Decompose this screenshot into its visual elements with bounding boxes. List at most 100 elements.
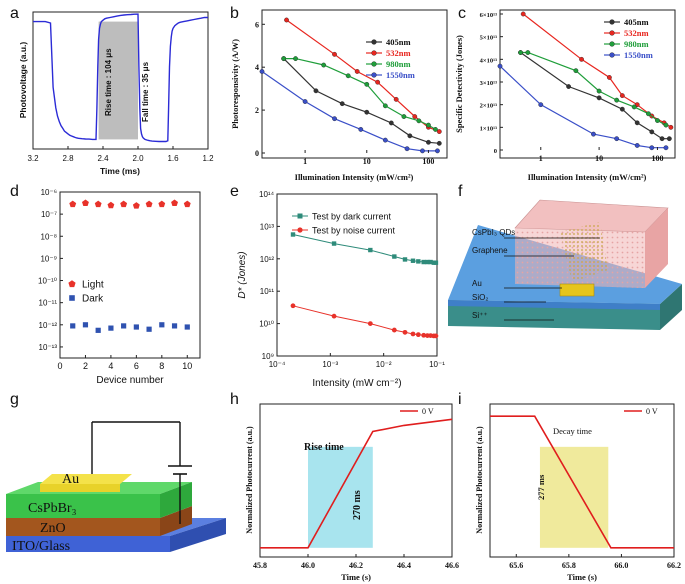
panel-e-series-line	[292, 234, 436, 264]
panel-c-point-405nm	[596, 95, 602, 101]
panel-b-point-532nm	[284, 17, 289, 23]
panel-h-series-line	[260, 418, 453, 549]
panel-b-legend-marker-405nm	[371, 39, 377, 45]
panel-b-point-980nm	[433, 127, 438, 132]
panel-i-series-line	[490, 415, 674, 549]
panel-i-decay-value: 277 ms	[536, 474, 546, 500]
panel-c-point-405nm	[619, 106, 625, 112]
panel-c-point-1550nm	[614, 136, 620, 142]
panel-c-legend-marker-532nm	[609, 30, 615, 36]
panel-d-point-dark	[133, 324, 139, 330]
panel-e-point-dark	[416, 259, 421, 264]
panel-i-shade	[539, 446, 609, 548]
panel-c-point-980nm	[631, 104, 637, 110]
panel-e-point-noise	[433, 333, 439, 339]
panel-c-ytick-label: 4×10¹³	[480, 57, 497, 64]
panel-b-point-405nm	[388, 120, 394, 126]
panel-b-xtick-label: 100	[422, 157, 434, 166]
panel-e-ytick-label: 10¹²	[260, 255, 275, 264]
panel-d-legend-label-light: Light	[82, 280, 104, 291]
panel-c-chart: 1 10 100 0 1×10¹³ 2×10¹³ 3×10¹³ 4×10¹³ 5×10¹³ 6×…	[454, 9, 676, 182]
panel-b-xlabel: Illumination Intensity (mW/cm²)	[295, 172, 414, 182]
panel-h-legend-label: 0 V	[422, 407, 434, 416]
panel-b-point-980nm	[382, 103, 388, 109]
au-pad-top	[40, 474, 132, 484]
panel-b-point-1550nm	[259, 69, 265, 74]
panel-c-point-1550nm	[649, 145, 655, 151]
panel-e-ylabel: D* (Jones)	[237, 251, 248, 298]
panel-b-point-980nm	[281, 56, 287, 62]
panel-b-point-532nm	[332, 51, 337, 57]
panel-c-legend-label-980nm: 980nm	[624, 39, 649, 49]
panel-d-frame	[59, 191, 201, 359]
panel-c-point-405nm	[659, 136, 665, 142]
panel-e-series-line	[292, 305, 436, 337]
panel-h-ylabel: Normalized Photocurrent (a.u.)	[245, 426, 254, 534]
panel-e-ytick-label: 10¹³	[260, 222, 275, 231]
panel-b-point-1550nm	[382, 137, 388, 143]
panel-c-point-1550nm	[497, 63, 503, 69]
panel-c-xlabel: Illumination Intensity (mW/cm²)	[528, 172, 647, 182]
panel-a-xtick-label: 3.2	[27, 154, 39, 163]
panel-e-xlabel: Intensity (mW cm⁻²)	[312, 378, 401, 389]
panel-f-device-diagram: CsPbI₃ QDs Graphene Au SiO₂ Si⁺⁺	[448, 199, 682, 330]
graphene-sheet	[560, 222, 608, 282]
panel-c-legend-marker-980nm	[609, 41, 615, 47]
panel-e-ytick-label: 10¹¹	[260, 287, 275, 296]
panel-e-point-dark	[410, 258, 416, 263]
panel-c-point-405nm	[649, 129, 655, 135]
panel-b-point-405nm	[436, 140, 442, 146]
layer-label-ito-glass: ITO/Glass	[12, 539, 70, 554]
panel-c-point-980nm	[646, 111, 651, 117]
label-graphene: Graphene	[472, 246, 508, 255]
panel-a-xtick-label: 1.6	[167, 154, 179, 163]
panel-e-point-dark	[421, 259, 426, 265]
cspbbr3-layer-side	[160, 482, 192, 518]
panel-i-xlabel: Time (s)	[567, 572, 597, 582]
panel-b-point-980nm	[426, 122, 431, 128]
panel-c-series-line-1550nm	[499, 65, 666, 149]
panel-label-b: b	[230, 5, 239, 22]
layer-label-cspbbr3: CsPbBr₃	[28, 501, 77, 516]
panel-b-legend-marker-1550nm	[371, 72, 377, 78]
panel-e-point-noise	[367, 321, 373, 326]
panel-d-point-dark	[171, 323, 178, 329]
panel-c-legend-label-1550nm: 1550nm	[624, 50, 653, 60]
panel-a-fall-annotation: Fall time : 35 μs	[141, 61, 150, 122]
panel-c-point-532nm	[619, 93, 625, 99]
label-cspbi3-qds: CsPbI₃ QDs	[472, 228, 515, 237]
panel-d-xlabel: Device number	[96, 375, 164, 386]
panel-b-point-980nm	[401, 114, 407, 119]
panel-e-ytick-label: 10¹⁰	[259, 320, 274, 329]
ito-glass-side	[170, 518, 226, 552]
panel-label-h: h	[230, 391, 239, 408]
panel-h-rise-value: 270 ms	[352, 490, 363, 520]
panel-d-chart: 10⁻¹³ 10⁻¹² 10⁻¹¹ 10⁻¹⁰ 10⁻⁹ 10⁻⁸ 10⁻⁷ 10⁻⁶ 0 2 4…	[38, 188, 201, 386]
au-electrode	[559, 283, 595, 297]
panel-e-legend-marker	[297, 213, 303, 219]
panel-e-point-dark	[428, 259, 433, 265]
panel-d-point-light	[145, 200, 153, 208]
panel-d-point-light	[183, 200, 191, 208]
panel-c-point-980nm	[525, 50, 531, 55]
panel-d-point-light	[132, 202, 140, 209]
panel-b-legend-label-980nm: 980nm	[386, 59, 411, 69]
panel-e-legend-label: Test by dark current	[312, 212, 392, 222]
panel-g-layer-diagram: Au CsPbBr₃ ZnO ITO/Glass	[6, 421, 226, 554]
panel-i-xtick-label: 66.2	[667, 561, 681, 570]
panel-b-point-405nm	[339, 101, 345, 107]
panel-c-xtick-label: 10	[595, 154, 603, 163]
panel-b-legend-marker-532nm	[371, 50, 377, 56]
panel-a-xtick-label: 2.4	[97, 154, 109, 163]
panel-d-xtick-label: 0	[57, 361, 62, 371]
panel-b-legend-marker-980nm	[371, 61, 377, 67]
panel-c-point-980nm	[663, 122, 669, 128]
panel-a-xtick-label: 2.8	[62, 154, 74, 163]
panel-b-legend-label-405nm: 405nm	[386, 37, 411, 47]
sio2-edge	[448, 300, 660, 310]
panel-c-ylabel: Specific Detectivity (Jones)	[454, 35, 464, 133]
panel-c-point-532nm	[579, 56, 584, 62]
panel-e-point-dark	[402, 257, 408, 262]
panel-c-ytick-label: 2×10¹³	[480, 103, 497, 110]
panel-b-point-532nm	[412, 114, 418, 119]
